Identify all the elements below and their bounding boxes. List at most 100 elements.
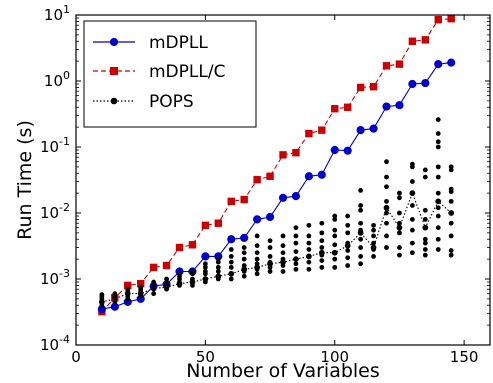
pops-run-point xyxy=(358,245,364,250)
pops-run-point xyxy=(397,220,402,226)
pops-run-point xyxy=(319,245,325,250)
pops-run-point xyxy=(99,302,105,308)
pops-run-point xyxy=(409,190,415,196)
series-point-pops xyxy=(383,204,390,211)
pops-run-point xyxy=(202,276,208,282)
pops-run-point xyxy=(254,233,260,239)
series-point-mdpll xyxy=(278,193,288,202)
pops-run-point xyxy=(422,247,428,252)
legend-label-pops: POPS xyxy=(149,92,194,112)
pops-run-point xyxy=(228,247,234,252)
plot-frame xyxy=(75,14,491,346)
y-tick-label: 10-3 xyxy=(40,267,70,288)
pops-run-point xyxy=(332,227,338,233)
series-point-mdpll xyxy=(356,126,365,135)
series-point-mdpll-c xyxy=(395,60,404,68)
legend-item-mdpll-c: mDPLL/C xyxy=(93,62,225,82)
legend-marker-mdpll-c xyxy=(110,67,118,75)
series-point-mdpll xyxy=(330,145,339,155)
pops-run-point xyxy=(319,264,325,270)
pops-run-point xyxy=(332,233,338,239)
pops-run-point xyxy=(228,271,234,277)
pops-run-point xyxy=(332,250,338,256)
pops-run-point xyxy=(409,250,415,256)
pops-run-point xyxy=(293,261,299,267)
pops-run-point xyxy=(241,245,247,250)
pops-run-point xyxy=(422,240,428,246)
pops-run-point xyxy=(422,207,428,213)
pops-run-point xyxy=(241,273,247,279)
series-line-mdpll xyxy=(101,62,452,310)
series-line-mdpll-c xyxy=(101,18,452,313)
series-point-mdpll-c xyxy=(382,62,391,70)
series-point-mdpll-c xyxy=(421,36,430,44)
y-tick-label: 100 xyxy=(44,69,70,90)
pops-run-point xyxy=(267,269,273,274)
series-point-mdpll xyxy=(421,78,430,88)
pops-run-point xyxy=(306,240,312,246)
pops-run-point xyxy=(345,240,351,246)
series-point-mdpll xyxy=(369,124,378,133)
pops-run-point xyxy=(422,252,428,258)
legend-label-mdpll-c: mDPLL/C xyxy=(149,62,225,82)
ticks-layer: 0 50 100 150 10-4 10-3 10-2 10-1 100 101 xyxy=(40,3,490,366)
legend-marker-mdpll xyxy=(109,37,119,47)
pops-run-point xyxy=(422,167,428,173)
series-point-mdpll xyxy=(265,212,275,222)
pops-run-point xyxy=(358,261,364,267)
pops-run-point xyxy=(448,210,454,216)
x-tick-label: 150 xyxy=(450,348,479,366)
pops-run-point xyxy=(319,220,325,226)
pops-run-point xyxy=(345,230,351,236)
pops-run-point xyxy=(190,276,195,282)
pops-run-point xyxy=(202,264,208,270)
pops-run-point xyxy=(241,256,247,262)
pops-run-point xyxy=(332,216,338,222)
pops-run-point xyxy=(293,249,299,255)
pops-run-point xyxy=(190,269,195,274)
pops-run-point xyxy=(397,230,402,236)
pops-run-point xyxy=(358,203,364,208)
pops-run-point xyxy=(319,238,325,244)
series-point-mdpll-c xyxy=(227,197,235,206)
pops-run-point xyxy=(435,205,441,211)
pops-run-point xyxy=(215,256,221,262)
pops-run-point xyxy=(384,159,389,165)
pops-run-point xyxy=(332,264,338,270)
x-tick-label: 0 xyxy=(71,348,81,366)
pops-run-point xyxy=(371,240,376,246)
series-point-mdpll-c xyxy=(149,263,158,272)
series-point-mdpll-c xyxy=(343,103,352,111)
pops-run-point xyxy=(190,282,195,288)
series-point-mdpll-c xyxy=(214,219,223,227)
pops-run-point xyxy=(422,174,428,180)
pops-run-point xyxy=(371,233,376,239)
series-point-mdpll xyxy=(447,58,456,67)
pops-run-point xyxy=(435,213,441,219)
pops-run-point xyxy=(280,250,286,256)
pops-run-point xyxy=(448,220,454,226)
pops-run-point xyxy=(319,252,325,258)
pops-run-point xyxy=(267,264,273,270)
pops-run-point xyxy=(409,161,415,167)
series-point-mdpll xyxy=(434,60,443,69)
pops-run-point xyxy=(435,164,441,170)
x-tick-label: 50 xyxy=(196,348,215,366)
series-point-mdpll-c xyxy=(369,82,378,91)
series-point-mdpll-c xyxy=(188,241,197,249)
pops-run-point xyxy=(254,250,260,256)
pops-run-point xyxy=(280,263,286,268)
series-point-mdpll-c xyxy=(447,14,455,23)
pops-run-point xyxy=(151,282,157,288)
pops-run-point xyxy=(397,195,402,201)
pops-run-point xyxy=(448,186,454,192)
y-tick-label: 101 xyxy=(44,3,70,24)
pops-run-point xyxy=(306,259,312,265)
pops-run-point xyxy=(280,269,286,274)
pops-run-point xyxy=(267,259,273,265)
pops-run-point xyxy=(138,284,144,290)
pops-run-point xyxy=(384,198,389,204)
series-point-mdpll-c xyxy=(201,221,210,230)
pops-run-point xyxy=(164,282,169,288)
